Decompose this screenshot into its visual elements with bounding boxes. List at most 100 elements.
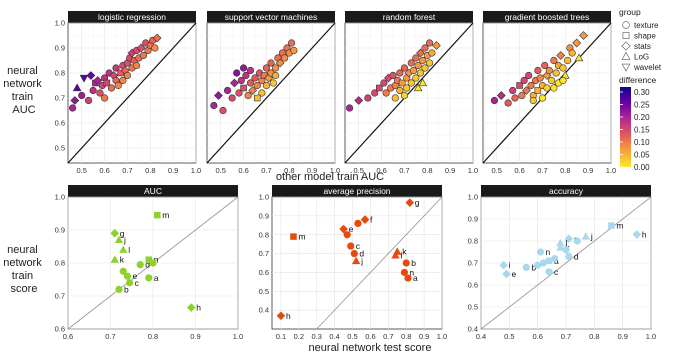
data-point xyxy=(428,49,436,57)
x-tick-label: 1.0 xyxy=(191,166,201,175)
x-tick-label: 1.0 xyxy=(646,332,656,341)
data-point xyxy=(219,106,227,115)
data-point xyxy=(237,76,245,85)
data-point xyxy=(545,66,553,75)
data-point xyxy=(114,235,124,243)
legend-texture-label: texture xyxy=(634,21,659,30)
data-point xyxy=(253,81,261,90)
point-label: e xyxy=(349,224,354,234)
data-point xyxy=(244,91,252,100)
x-tick-label: 0.2 xyxy=(294,332,304,341)
x-tick-label: 0.8 xyxy=(560,166,570,175)
data-point xyxy=(89,86,97,95)
x-tick-label: 0.6 xyxy=(376,166,386,175)
data-point xyxy=(565,252,573,260)
data-point xyxy=(543,84,551,92)
point-label: j xyxy=(123,235,126,245)
data-point xyxy=(139,51,148,60)
data-point xyxy=(119,267,127,275)
legend-stats-symbol xyxy=(621,41,631,51)
x-tick-label: 0.3 xyxy=(312,332,322,341)
data-point xyxy=(79,74,89,83)
difference-legend: difference 0.30 0.25 0.20 0.15 0.10 0.05 0.00 xyxy=(619,75,656,172)
data-point xyxy=(407,79,415,87)
data-point xyxy=(502,269,511,279)
data-point xyxy=(351,256,361,265)
x-tick-label: 0.7 xyxy=(561,332,571,341)
data-point xyxy=(123,71,132,80)
data-point xyxy=(251,74,259,82)
diagonal-line xyxy=(482,22,612,164)
data-point xyxy=(511,94,519,102)
bottom-xlabel: neural network test score xyxy=(309,342,432,354)
panel-strip xyxy=(207,11,335,23)
point-label: n xyxy=(409,267,414,277)
data-point xyxy=(403,84,411,92)
x-tick-label: 0.1 xyxy=(276,332,286,341)
data-point xyxy=(136,261,144,269)
difference-legend-title: difference xyxy=(619,75,656,85)
data-point xyxy=(396,69,404,77)
data-point xyxy=(364,94,372,102)
point-label: g xyxy=(415,198,420,208)
data-point xyxy=(490,96,499,105)
data-point xyxy=(262,81,271,90)
data-point xyxy=(538,94,547,102)
data-point xyxy=(413,83,423,92)
point-label: e xyxy=(512,269,517,279)
legend-wavelet-label: wavelet xyxy=(633,63,662,72)
data-point xyxy=(112,64,120,72)
diagonal-line xyxy=(480,196,652,330)
data-point xyxy=(230,78,239,88)
data-point xyxy=(354,96,364,105)
point-label: c xyxy=(554,267,559,277)
data-point xyxy=(418,78,428,87)
data-point xyxy=(545,257,553,265)
data-point xyxy=(290,46,298,55)
point-label: i xyxy=(509,260,511,270)
y-tick-label: 0.7 xyxy=(55,94,65,103)
data-point xyxy=(149,259,157,267)
panel-strip xyxy=(68,11,196,23)
data-point xyxy=(115,285,123,293)
legend-wavelet-symbol xyxy=(621,63,631,72)
data-point xyxy=(354,219,362,227)
data-point xyxy=(152,33,162,43)
panel-support-vector-machines: support vector machines 0.5 0.6 0.7 0.8 0.9 1.… xyxy=(206,11,340,175)
data-point xyxy=(432,41,441,50)
top-ylabel: neural network train AUC xyxy=(3,65,45,116)
panel-strip xyxy=(272,185,442,197)
colorbar-tick-label: 0.20 xyxy=(634,113,650,122)
data-point xyxy=(421,64,429,72)
data-point xyxy=(347,242,355,250)
data-point xyxy=(233,69,241,77)
y-tick-label: 0.9 xyxy=(55,226,65,235)
data-point xyxy=(145,274,153,282)
data-point xyxy=(552,69,560,77)
data-point xyxy=(210,101,218,110)
data-point xyxy=(151,44,159,52)
data-point xyxy=(541,61,549,70)
panel-title: random forest xyxy=(383,12,436,22)
data-point xyxy=(534,261,542,269)
data-point xyxy=(400,268,409,277)
point-label: n xyxy=(154,255,159,265)
data-point xyxy=(223,86,232,95)
point-label: m xyxy=(616,221,623,231)
points xyxy=(490,31,588,107)
y-tick-label: 1.0 xyxy=(55,19,65,28)
points xyxy=(210,39,298,115)
data-point xyxy=(522,86,531,95)
data-point xyxy=(539,259,547,267)
points xyxy=(68,33,162,112)
point-label: k xyxy=(402,247,407,257)
data-point xyxy=(271,64,280,72)
data-point xyxy=(114,81,122,90)
x-tick-label: 0.8 xyxy=(422,166,432,175)
y-tick-label: 0.7 xyxy=(55,292,65,301)
legend-shape-label: shape xyxy=(634,32,656,41)
data-point xyxy=(72,83,82,92)
data-point xyxy=(550,56,558,65)
point-label: b xyxy=(411,258,416,268)
